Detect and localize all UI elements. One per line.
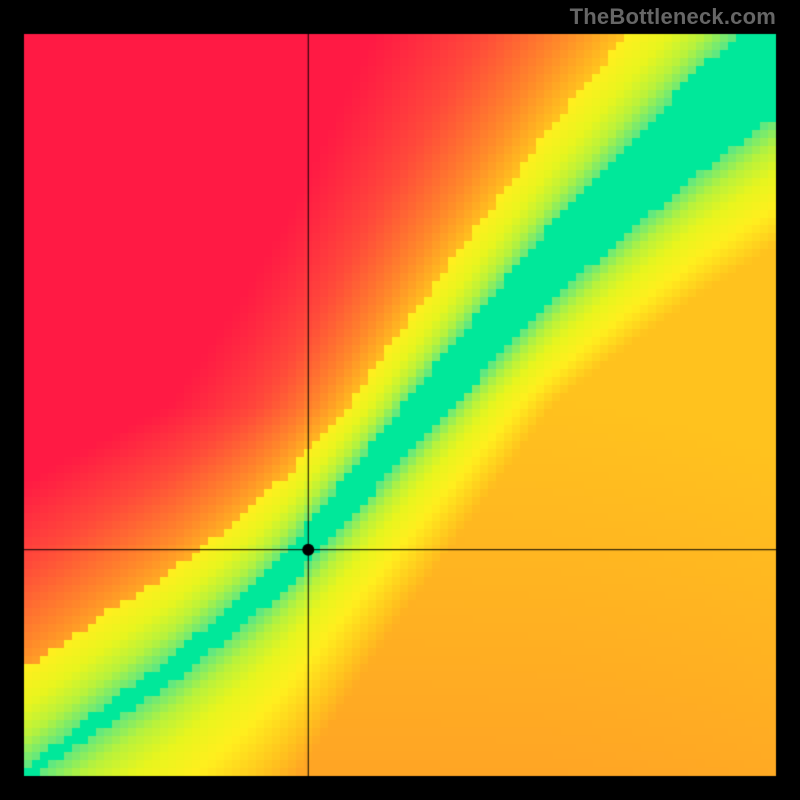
heatmap-canvas [0, 0, 800, 800]
watermark-text: TheBottleneck.com [570, 4, 776, 30]
chart-container: TheBottleneck.com [0, 0, 800, 800]
